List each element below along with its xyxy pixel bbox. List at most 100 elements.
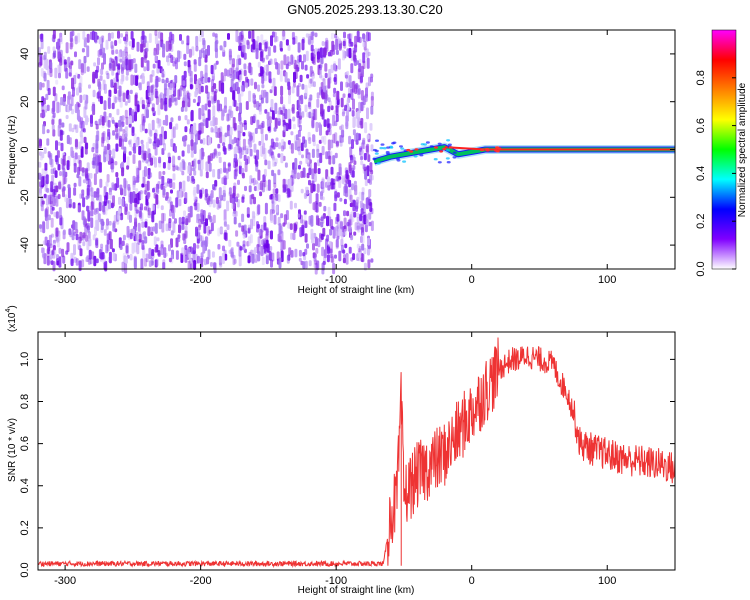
noise-cell: [356, 60, 360, 65]
noise-cell: [351, 110, 355, 117]
noise-cell: [332, 155, 336, 165]
noise-cell: [62, 229, 66, 236]
noise-cell: [341, 175, 345, 184]
noise-cell: [164, 79, 168, 91]
noise-cell: [261, 57, 265, 62]
y-tick-label: 0: [19, 146, 31, 152]
spectrogram-y-label: Frequency (Hz): [7, 116, 18, 185]
noise-cell: [125, 51, 128, 57]
noise-cell: [118, 38, 122, 44]
noise-cell: [357, 248, 361, 253]
noise-cell: [129, 191, 133, 204]
noise-cell: [330, 32, 334, 40]
noise-cell: [177, 234, 181, 239]
noise-cell: [303, 213, 307, 222]
noise-cell: [55, 211, 59, 219]
noise-cell: [226, 200, 230, 212]
noise-cell: [271, 85, 275, 91]
noise-cell: [370, 169, 374, 175]
noise-cell: [177, 89, 181, 100]
noise-cell: [168, 219, 172, 229]
noise-cell: [190, 139, 194, 151]
spectrogram-marks: [38, 30, 675, 275]
noise-cell: [340, 124, 344, 136]
noise-cell: [82, 216, 86, 225]
noise-cell: [330, 64, 334, 74]
noise-cell: [77, 205, 81, 214]
noise-cell: [366, 219, 369, 227]
noise-cell: [335, 105, 339, 116]
noise-cell: [211, 86, 215, 93]
noise-cell: [77, 238, 81, 250]
noise-cell: [65, 67, 69, 79]
noise-cell: [154, 157, 157, 168]
noise-cell: [156, 43, 160, 55]
noise-cell: [287, 44, 291, 51]
noise-cell: [157, 77, 161, 82]
noise-cell: [184, 126, 188, 133]
noise-cell: [106, 174, 110, 183]
noise-cell: [39, 82, 43, 91]
colorbar-label: Normalized spectral amplitude: [737, 82, 748, 217]
noise-cell: [216, 99, 220, 112]
noise-cell: [323, 249, 327, 259]
noise-cell: [223, 40, 227, 48]
noise-cell: [264, 109, 268, 114]
noise-cell: [221, 252, 225, 264]
noise-cell: [209, 216, 213, 223]
noise-cell: [205, 171, 209, 179]
noise-cell: [56, 64, 60, 74]
noise-cell: [107, 32, 111, 42]
noise-cell: [174, 75, 178, 84]
noise-cell: [311, 73, 315, 79]
noise-cell: [169, 83, 173, 95]
noise-cell: [321, 145, 325, 156]
noise-cell: [240, 34, 244, 40]
noise-cell: [92, 142, 96, 150]
noise-cell: [273, 58, 277, 66]
noise-cell: [200, 158, 204, 170]
noise-cell: [163, 100, 167, 111]
noise-cell: [306, 154, 310, 165]
noise-cell: [145, 141, 149, 150]
noise-cell: [98, 36, 102, 45]
noise-cell: [114, 161, 118, 166]
noise-cell: [81, 193, 85, 199]
noise-cell: [217, 244, 221, 250]
noise-cell: [252, 92, 256, 104]
noise-cell: [305, 33, 309, 38]
noise-cell: [272, 77, 276, 88]
snr-scale-prefix: (x10: [7, 312, 18, 332]
noise-cell: [347, 33, 351, 39]
noise-cell: [300, 170, 304, 179]
noise-cell: [94, 32, 98, 44]
noise-cell: [149, 74, 153, 83]
noise-cell: [51, 206, 55, 211]
noise-cell: [184, 192, 188, 204]
noise-cell: [258, 106, 262, 115]
noise-cell: [112, 252, 116, 261]
noise-cell: [320, 221, 324, 228]
noise-cell: [95, 147, 99, 156]
noise-cell: [350, 41, 354, 47]
noise-cell: [309, 78, 313, 84]
noise-cell: [351, 139, 354, 149]
noise-cell: [82, 232, 86, 239]
noise-cell: [271, 110, 275, 120]
noise-cell: [119, 122, 123, 132]
noise-cell: [322, 213, 326, 219]
noise-cell: [221, 82, 225, 94]
noise-cell: [260, 180, 264, 191]
noise-cell: [167, 178, 171, 184]
noise-cell: [147, 96, 151, 105]
noise-cell: [95, 154, 99, 163]
signal-speckle: [382, 147, 387, 150]
noise-cell: [65, 114, 69, 120]
noise-cell: [287, 108, 291, 121]
noise-cell: [356, 196, 360, 204]
noise-cell: [238, 255, 242, 267]
y-tick-label: 1.0: [19, 352, 31, 367]
noise-cell: [134, 111, 137, 122]
noise-cell: [42, 220, 45, 230]
noise-cell: [116, 108, 120, 116]
